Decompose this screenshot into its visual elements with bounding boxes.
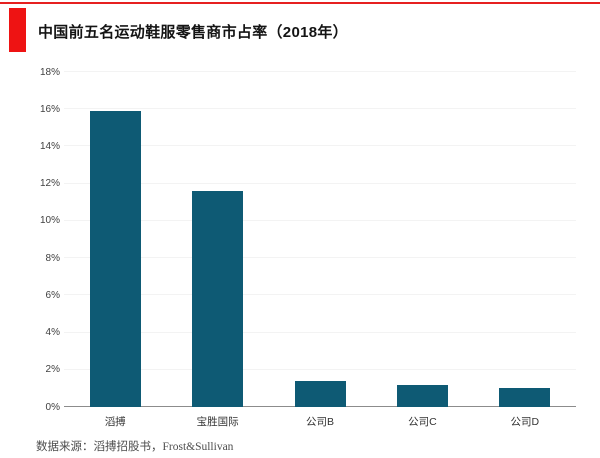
gridline xyxy=(64,368,576,370)
y-axis-tick-label: 2% xyxy=(45,364,60,376)
bar-公司C xyxy=(396,384,448,407)
y-axis-tick-label: 18% xyxy=(39,66,60,78)
gridline xyxy=(64,331,576,333)
bar-公司B xyxy=(294,380,346,407)
bar-滔搏 xyxy=(89,111,141,407)
x-axis-label: 宝胜国际 xyxy=(196,416,239,428)
red-accent-block xyxy=(9,8,26,52)
gridline xyxy=(64,257,576,259)
top-rule xyxy=(0,2,600,4)
x-axis-label: 公司C xyxy=(408,416,437,428)
x-axis-label: 公司D xyxy=(510,416,540,428)
y-axis-tick-label: 6% xyxy=(45,289,60,301)
y-axis-tick-label: 12% xyxy=(39,178,60,190)
y-axis-tick-label: 14% xyxy=(39,140,60,152)
gridline xyxy=(64,219,576,221)
data-source-note: 数据来源：滔搏招股书，Frost&Sullivan xyxy=(36,441,234,453)
y-axis-tick-label: 0% xyxy=(45,401,60,413)
y-axis-tick-label: 4% xyxy=(45,327,60,339)
x-axis-label: 公司B xyxy=(305,416,334,428)
gridline xyxy=(64,182,576,184)
bar-chart: 0% 2% 4% 6% 8% 10% 12% 14% 16% 18% 滔搏 宝胜国际 公司B 公司C 公司D xyxy=(0,67,600,458)
gridline xyxy=(64,294,576,296)
chart-title: 中国前五名运动鞋服零售商市占率（2018年） xyxy=(38,24,348,41)
gridline xyxy=(64,71,576,72)
bar-宝胜国际 xyxy=(192,191,244,407)
bar-公司D xyxy=(499,388,551,407)
y-axis-tick-label: 8% xyxy=(45,252,60,264)
x-axis-label: 滔搏 xyxy=(104,416,126,428)
gridline xyxy=(64,145,576,147)
y-axis-tick-label: 16% xyxy=(39,103,60,115)
y-axis-tick-label: 10% xyxy=(39,215,60,227)
gridline xyxy=(64,108,576,110)
plot-area xyxy=(64,71,576,407)
